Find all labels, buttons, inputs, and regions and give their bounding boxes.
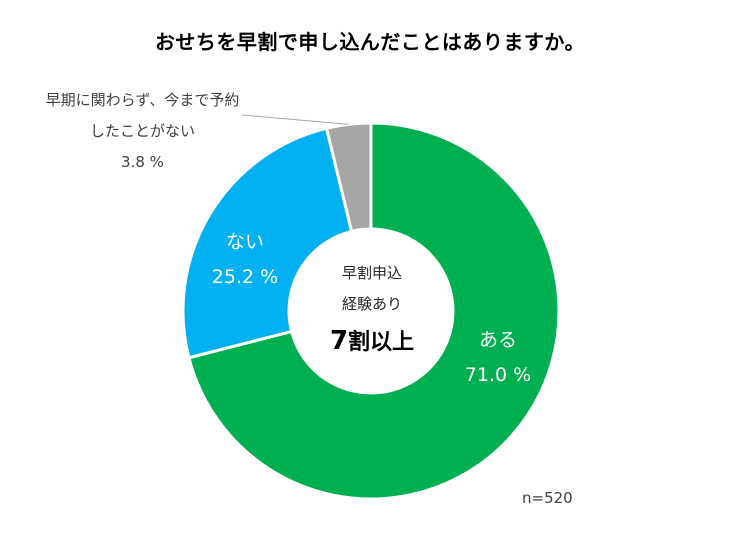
chart-title: おせちを早割で申し込んだことはありますか。 xyxy=(154,30,586,54)
center-highlight-suffix: 割以上 xyxy=(348,330,415,355)
leader-line xyxy=(241,114,349,125)
slice-nai xyxy=(181,126,354,360)
center-highlight-number: 7 xyxy=(329,326,349,356)
center-line1: 早割申込 xyxy=(341,264,402,282)
label-never-value: 3.8 % xyxy=(121,153,164,171)
sample-size: n=520 xyxy=(522,489,573,507)
label-nai: ない 25.2 % xyxy=(190,227,300,288)
center-line2: 経験あり xyxy=(341,295,402,313)
center-highlight: 7割以上 xyxy=(302,324,442,356)
label-nai-value: 25.2 % xyxy=(211,266,279,288)
label-never-line1: 早期に関わらず、今まで予約 xyxy=(45,91,240,109)
label-never: 早期に関わらず、今まで予約 したことがない 3.8 % xyxy=(20,85,265,178)
label-nai-name: ない xyxy=(225,231,264,253)
label-never-line2: したことがない xyxy=(89,122,195,140)
center-text: 早割申込 経験あり 7割以上 xyxy=(302,262,442,356)
slice-aru xyxy=(187,121,561,501)
slice-never xyxy=(325,121,373,233)
label-aru-name: ある xyxy=(478,329,517,351)
label-aru: ある 71.0 % xyxy=(458,325,538,386)
label-aru-value: 71.0 % xyxy=(464,364,532,386)
